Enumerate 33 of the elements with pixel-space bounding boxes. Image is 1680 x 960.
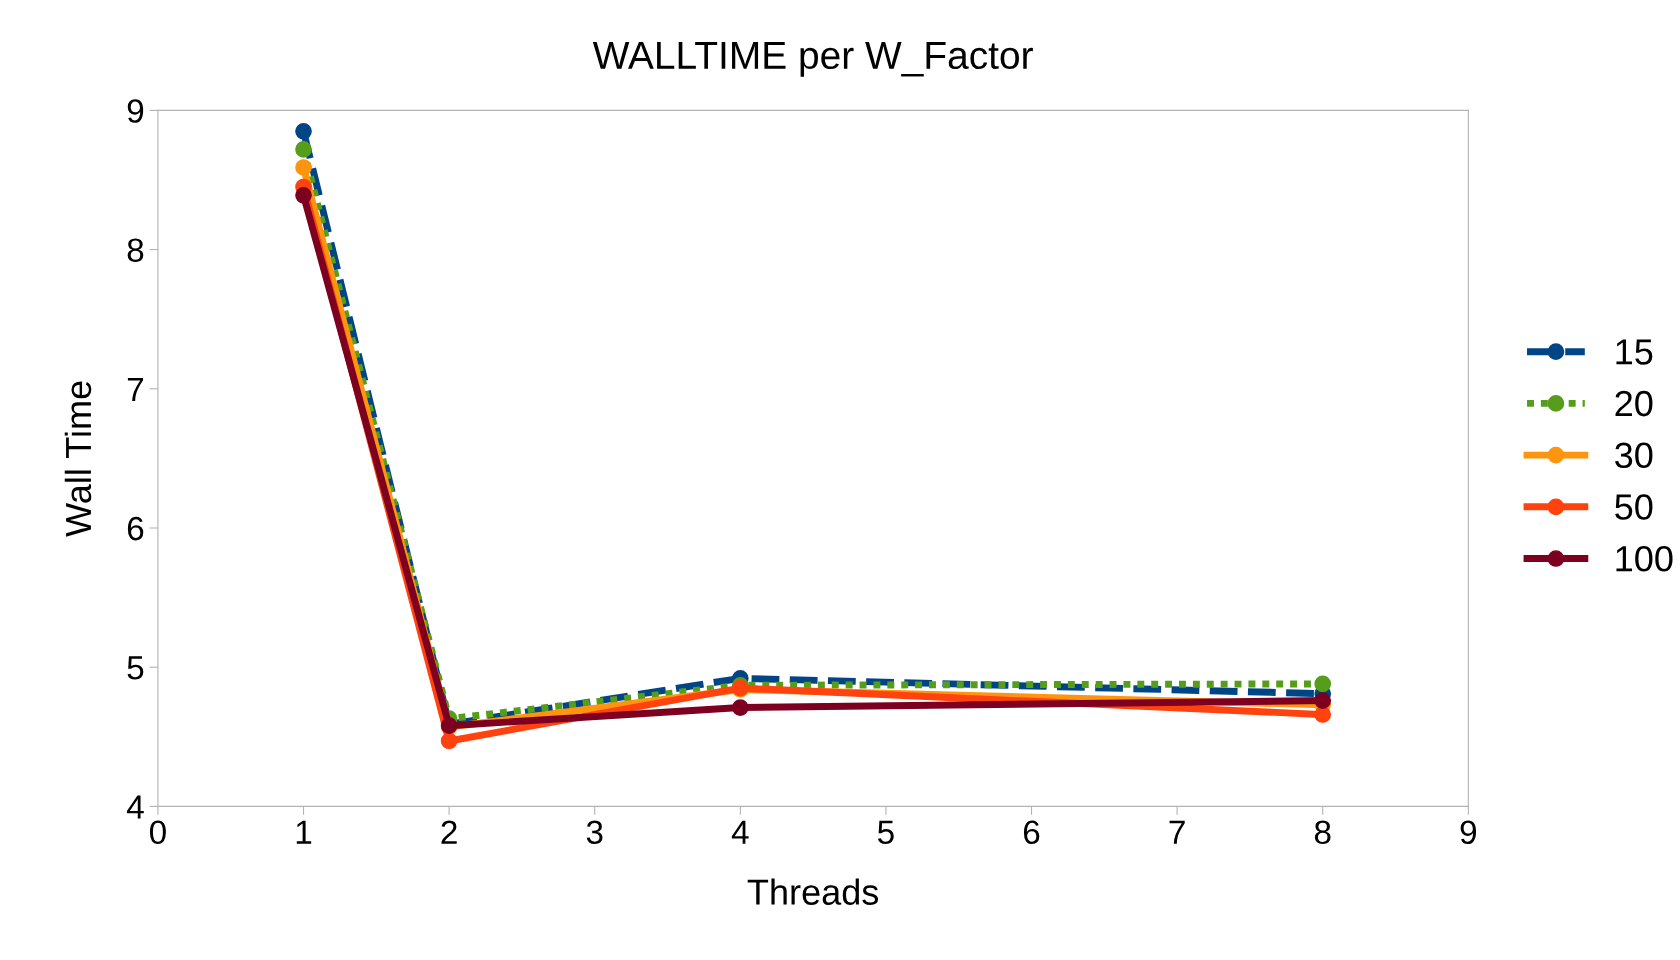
- x-tick-label: 3: [586, 820, 603, 845]
- x-tick-label: 2: [441, 820, 457, 844]
- x-axis-title: Threads: [747, 878, 879, 905]
- x-tick-label: 9: [1460, 820, 1477, 845]
- y-tick-label: 4: [126, 795, 144, 819]
- x-tick-label: 5: [877, 820, 894, 845]
- point: [731, 699, 749, 716]
- point: [295, 122, 312, 140]
- x-tick-label: 0: [149, 820, 166, 845]
- x-tick-label: 8: [1314, 820, 1331, 845]
- x-tick-label: 4: [731, 820, 749, 844]
- x-tick-label: 1: [296, 820, 312, 844]
- point: [440, 732, 458, 750]
- legend-label: 15: [1616, 339, 1653, 365]
- y-tick-label: 6: [127, 516, 144, 541]
- x-tick-label: 7: [1169, 820, 1185, 844]
- y-axis-title: Wall Time: [64, 381, 92, 537]
- y-tick-label: 9: [127, 99, 144, 123]
- x-tick-label: 6: [1023, 820, 1040, 845]
- legend-label: 50: [1615, 494, 1653, 520]
- point: [295, 159, 312, 176]
- point: [1314, 692, 1332, 709]
- point: [295, 186, 312, 204]
- point: [1314, 675, 1332, 693]
- y-tick-label: 5: [127, 656, 144, 680]
- y-tick-label: 7: [127, 377, 144, 401]
- legend-label: 20: [1615, 390, 1653, 417]
- legend-label: 30: [1615, 442, 1653, 469]
- y-tick-label: 8: [127, 238, 144, 263]
- chart-title: WALLTIME per W_Factor: [592, 41, 1033, 77]
- legend-label: 100: [1616, 545, 1673, 572]
- point: [295, 141, 312, 158]
- point: [1314, 706, 1332, 723]
